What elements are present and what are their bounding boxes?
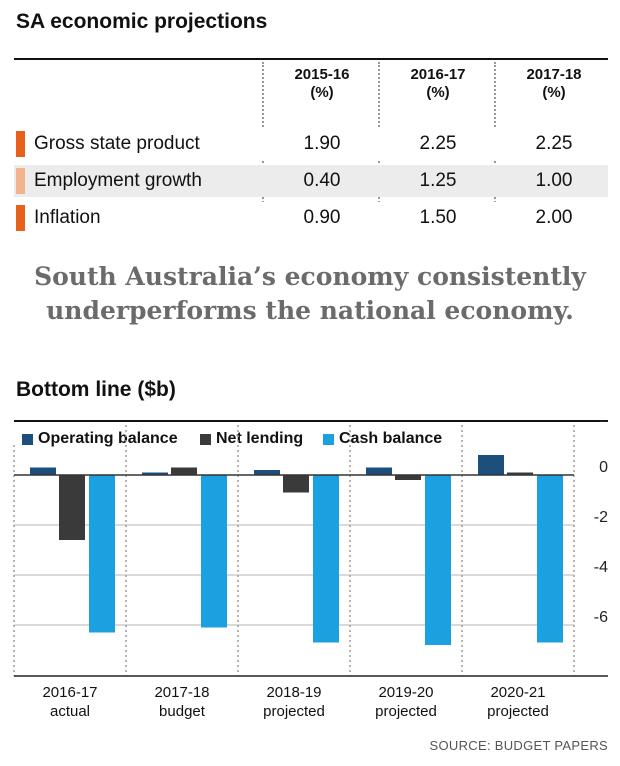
bar-net-lending — [283, 475, 309, 493]
table-cell: 1.25 — [419, 170, 457, 191]
bar-net-lending — [507, 472, 533, 475]
headline-line: South Australia’s economy consistently — [34, 262, 586, 291]
legend-label: Operating balance — [38, 430, 178, 447]
x-tick-sublabel: projected — [263, 703, 325, 720]
source-note: SOURCE: BUDGET PAPERS — [429, 738, 608, 753]
bar-cash-balance — [201, 475, 227, 628]
y-tick-label: -6 — [594, 609, 608, 626]
bar-operating-balance — [366, 467, 392, 475]
column-year: 2016-17 — [410, 66, 466, 83]
table-row — [14, 165, 608, 197]
column-header-2016-17: 2016-17 (%) — [383, 66, 493, 102]
chart-title: Bottom line ($b) — [16, 378, 176, 401]
bar-cash-balance — [89, 475, 115, 633]
chart-top-rule — [14, 420, 608, 422]
column-header-2017-18: 2017-18 (%) — [499, 66, 609, 102]
column-header-2015-16: 2015-16 (%) — [267, 66, 377, 102]
row-color-swatch — [16, 131, 25, 157]
x-tick-sublabel: actual — [50, 703, 90, 720]
table-cell: 2.25 — [535, 133, 573, 154]
bar-net-lending — [395, 475, 421, 480]
table-cell: 2.25 — [419, 133, 457, 154]
x-tick-label: 2018-19 — [266, 684, 321, 701]
y-tick-label: 0 — [599, 459, 608, 476]
bar-net-lending — [59, 475, 85, 540]
legend-swatch — [200, 434, 211, 445]
bar-operating-balance — [254, 470, 280, 475]
table-cell: 1.00 — [535, 170, 573, 191]
row-color-swatch — [16, 168, 25, 194]
bar-operating-balance — [142, 472, 168, 475]
bar-cash-balance — [537, 475, 563, 643]
bar-operating-balance — [30, 467, 56, 475]
headline-line: underperforms the national economy. — [46, 296, 574, 325]
legend-swatch — [22, 434, 33, 445]
row-color-swatch — [16, 205, 25, 231]
row-label: Gross state product — [34, 133, 200, 154]
bar-operating-balance — [478, 455, 504, 475]
x-tick-label: 2017-18 — [154, 684, 209, 701]
column-unit: (%) — [426, 84, 450, 101]
row-label: Employment growth — [34, 170, 202, 191]
x-tick-sublabel: projected — [487, 703, 549, 720]
x-tick-label: 2020-21 — [490, 684, 545, 701]
x-tick-label: 2016-17 — [42, 684, 97, 701]
table-row — [14, 202, 608, 234]
bar-cash-balance — [313, 475, 339, 643]
column-unit: (%) — [542, 84, 566, 101]
legend-label: Cash balance — [339, 430, 443, 447]
bar-chart: 2 0 -2 -4 -6 2016-17 actual 2017-18 budget 2018-1… — [13, 420, 608, 720]
x-tick-label: 2019-20 — [378, 684, 433, 701]
bar-cash-balance — [425, 475, 451, 645]
column-year: 2015-16 — [294, 66, 350, 83]
table-cell: 2.00 — [535, 207, 573, 228]
table-top-rule — [14, 58, 608, 60]
legend-swatch — [323, 434, 334, 445]
table-cell: 0.40 — [303, 170, 341, 191]
table-cell: 1.50 — [419, 207, 457, 228]
table-title: SA economic projections — [16, 10, 268, 33]
headline: South Australia’s economy consistently u… — [0, 260, 620, 328]
table-cell: 0.90 — [303, 207, 341, 228]
legend-label: Net lending — [216, 430, 304, 447]
column-unit: (%) — [310, 84, 334, 101]
row-label: Inflation — [34, 207, 101, 228]
x-tick-sublabel: projected — [375, 703, 437, 720]
y-tick-label: -4 — [594, 559, 608, 576]
table-row — [14, 128, 608, 160]
x-tick-sublabel: budget — [159, 703, 206, 720]
y-tick-label: 2 — [599, 420, 608, 426]
y-tick-label: -2 — [594, 509, 608, 526]
table-cell: 1.90 — [303, 133, 341, 154]
bar-net-lending — [171, 467, 197, 475]
column-year: 2017-18 — [526, 66, 582, 83]
